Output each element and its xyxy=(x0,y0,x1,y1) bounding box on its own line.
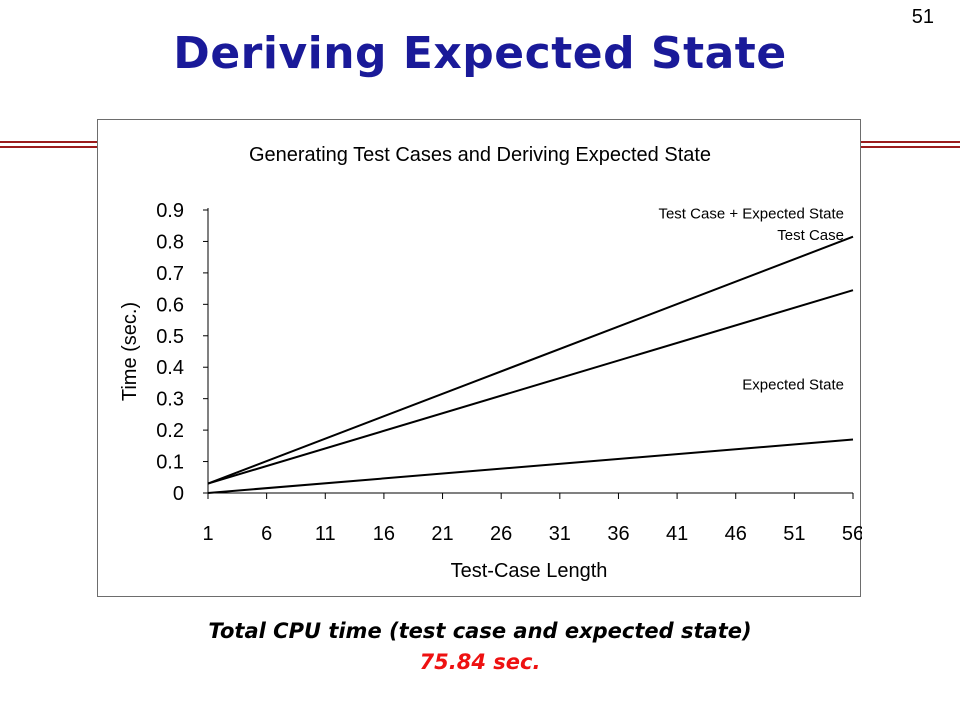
y-tick-label: 0.8 xyxy=(156,231,184,253)
axes: 00.10.20.30.40.50.60.70.80.91 6 11 16 21 26 31… xyxy=(156,200,862,545)
series-labels: Test Case + Expected State Test Case Expec… xyxy=(658,206,844,394)
series-line xyxy=(207,289,854,485)
y-tick-label: 0.6 xyxy=(156,294,184,316)
x-tick-label: 36 xyxy=(607,523,629,545)
cpu-time-caption: Total CPU time (test case and expected s… xyxy=(208,619,752,643)
line-chart: Generating Test Cases and Deriving Expec… xyxy=(119,144,862,582)
y-tick-label: 0.4 xyxy=(156,357,184,379)
x-tick-label: 16 xyxy=(373,523,395,545)
series-label: Expected State xyxy=(742,377,844,394)
series-label: Test Case xyxy=(777,227,844,244)
y-tick-label: 0 xyxy=(173,483,184,505)
x-tick-label: 51 xyxy=(783,523,805,545)
y-tick-label: 0.9 xyxy=(156,200,184,222)
y-tick-label: 0.2 xyxy=(156,420,184,442)
cpu-time-total: 75.84 sec. xyxy=(419,650,541,674)
chart-frame: Generating Test Cases and Deriving Expec… xyxy=(97,119,862,597)
x-axis-label: Test-Case Length xyxy=(451,560,608,582)
x-tick-label: 1 xyxy=(202,523,213,545)
series-line xyxy=(207,438,854,494)
y-tick-label: 0.3 xyxy=(156,389,184,411)
series-line xyxy=(207,235,854,485)
slide-number: 51 xyxy=(911,6,934,28)
x-tick-label: 11 xyxy=(315,523,336,545)
chart-title: Generating Test Cases and Deriving Expec… xyxy=(249,144,711,166)
y-tick-label: 0.5 xyxy=(156,326,184,348)
x-tick-label: 21 xyxy=(431,523,453,545)
x-tick-label: 56 xyxy=(842,523,862,545)
series-lines xyxy=(207,235,854,494)
slide-title: Deriving Expected State xyxy=(173,28,787,79)
series-label: Test Case + Expected State xyxy=(658,206,844,223)
y-axis-label: Time (sec.) xyxy=(119,302,141,401)
y-tick-label: 0.7 xyxy=(156,263,184,285)
x-tick-label: 26 xyxy=(490,523,512,545)
x-tick-label: 31 xyxy=(549,523,571,545)
x-tick-label: 41 xyxy=(666,523,688,545)
x-tick-label: 6 xyxy=(261,523,272,545)
x-tick-label: 46 xyxy=(725,523,747,545)
y-tick-label: 0.1 xyxy=(156,452,184,474)
